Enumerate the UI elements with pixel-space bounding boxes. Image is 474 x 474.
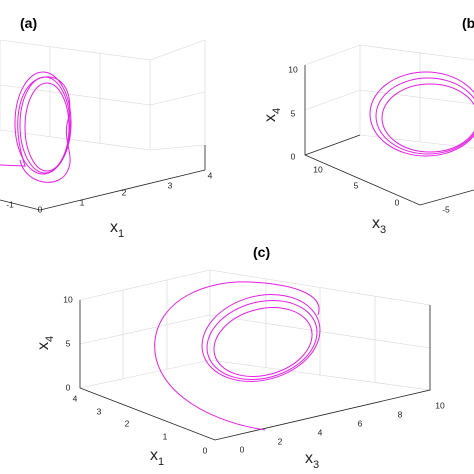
panel-b: (b 10 5 0 x4 10 5 0 -5 x3	[262, 15, 474, 236]
trajectory-attractor	[369, 71, 474, 157]
tick-label: 0	[203, 445, 208, 455]
tick-label: 5	[66, 338, 71, 348]
tick-label: 0	[38, 204, 43, 214]
tick-label: 4	[318, 427, 323, 437]
tick-label: 10	[313, 164, 323, 174]
axis-subscript: 3	[313, 459, 319, 471]
tick-label: 10	[435, 400, 445, 410]
tick-label: 3	[97, 406, 102, 416]
axis-name: x	[262, 114, 279, 122]
tick-label: 1	[163, 431, 168, 441]
axis-lines	[79, 300, 431, 441]
axis-lines	[0, 145, 206, 211]
panel-label: (a)	[20, 15, 37, 31]
axis-name: x	[305, 450, 313, 467]
axis-label: x4	[262, 108, 283, 122]
tick-label: 0	[66, 382, 71, 392]
panel-label: (c)	[253, 244, 270, 260]
panel-label: (b	[462, 15, 474, 31]
tick-label: 8	[398, 409, 403, 419]
axis-label: x4	[35, 336, 56, 350]
tick-label: -5	[442, 204, 450, 214]
axis-name: x	[150, 447, 158, 464]
tick-label: 4	[73, 393, 78, 403]
axis-name: x	[110, 219, 118, 236]
tick-label: 2	[125, 418, 130, 428]
axis-label: x1	[150, 447, 164, 468]
axis-subscript: 4	[44, 336, 56, 342]
axis-name: x	[35, 342, 52, 350]
tick-label: 0	[291, 151, 296, 161]
grid	[0, 39, 206, 151]
tick-label: 0	[240, 444, 245, 454]
axis-label: x3	[305, 450, 319, 471]
tick-label: 6	[358, 418, 363, 428]
axis-subscript: 4	[271, 108, 283, 114]
tick-label: 10	[288, 64, 298, 74]
tick-label: -1	[6, 199, 14, 209]
trajectory-attractor	[14, 71, 72, 175]
tick-label: 0	[395, 197, 400, 207]
grid	[79, 269, 431, 391]
axis-subscript: 1	[118, 228, 124, 240]
axis-label: x1	[110, 219, 124, 240]
tick-label: 1	[80, 197, 85, 207]
tick-label: 2	[122, 187, 127, 197]
tick-label: 5	[354, 180, 359, 190]
panel-c: (c) 10 5 0 x4 4 3 2 1 0 x1 0 2 4 6 8 10 …	[35, 244, 445, 471]
grid	[304, 44, 474, 149]
axis-subscript: 1	[158, 456, 164, 468]
axis-subscript: 3	[380, 224, 386, 236]
trajectory-attractor	[201, 294, 321, 382]
tick-label: 2	[278, 436, 283, 446]
tick-label: 3	[168, 180, 173, 190]
panel-a: (a) -1 0 1 2 3 4 x1	[0, 15, 213, 240]
axis-name: x	[372, 215, 380, 232]
trajectory	[154, 281, 320, 431]
trajectory	[0, 76, 71, 183]
axis-lines	[304, 65, 474, 206]
tick-label: 5	[291, 108, 296, 118]
axis-label: x3	[372, 215, 386, 236]
tick-label: 10	[63, 294, 73, 304]
tick-label: 4	[208, 170, 213, 180]
